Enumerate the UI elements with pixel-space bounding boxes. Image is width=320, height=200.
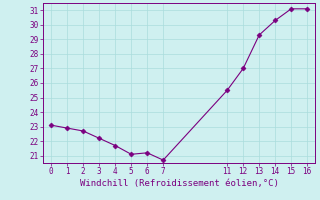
X-axis label: Windchill (Refroidissement éolien,°C): Windchill (Refroidissement éolien,°C) [80,179,279,188]
